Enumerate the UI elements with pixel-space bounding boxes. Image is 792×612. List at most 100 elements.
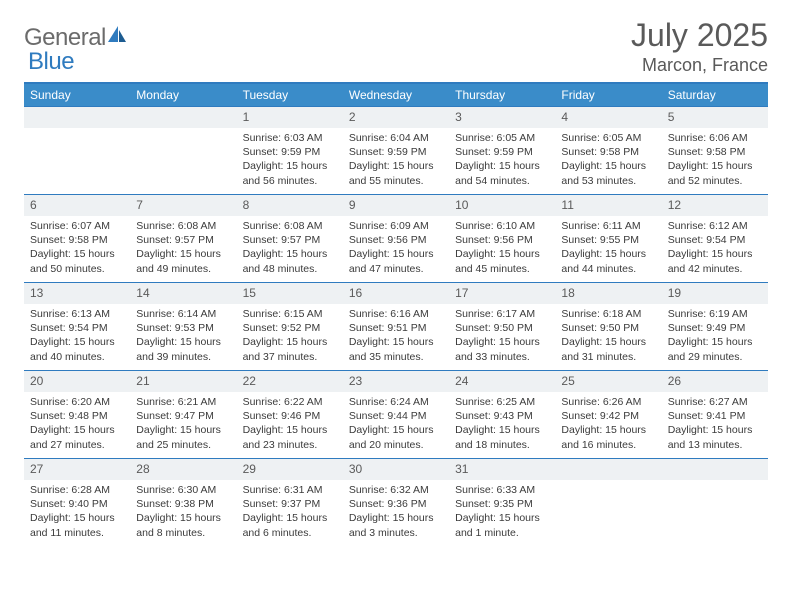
daylight-text: Daylight: 15 hours and 49 minutes. — [136, 247, 230, 275]
calendar-table: SundayMondayTuesdayWednesdayThursdayFrid… — [24, 82, 768, 547]
sunset-text: Sunset: 9:46 PM — [243, 409, 337, 423]
sunset-text: Sunset: 9:56 PM — [349, 233, 443, 247]
day-data: Sunrise: 6:19 AMSunset: 9:49 PMDaylight:… — [662, 304, 768, 368]
sunrise-text: Sunrise: 6:09 AM — [349, 219, 443, 233]
calendar-cell: 23Sunrise: 6:24 AMSunset: 9:44 PMDayligh… — [343, 371, 449, 459]
weekday-header: Monday — [130, 83, 236, 107]
sunset-text: Sunset: 9:54 PM — [30, 321, 124, 335]
daylight-text: Daylight: 15 hours and 37 minutes. — [243, 335, 337, 363]
day-data: Sunrise: 6:07 AMSunset: 9:58 PMDaylight:… — [24, 216, 130, 280]
weekday-header: Friday — [555, 83, 661, 107]
daylight-text: Daylight: 15 hours and 35 minutes. — [349, 335, 443, 363]
sunrise-text: Sunrise: 6:08 AM — [136, 219, 230, 233]
sunset-text: Sunset: 9:49 PM — [668, 321, 762, 335]
day-data: Sunrise: 6:25 AMSunset: 9:43 PMDaylight:… — [449, 392, 555, 456]
sunrise-text: Sunrise: 6:12 AM — [668, 219, 762, 233]
daylight-text: Daylight: 15 hours and 33 minutes. — [455, 335, 549, 363]
day-data: Sunrise: 6:24 AMSunset: 9:44 PMDaylight:… — [343, 392, 449, 456]
calendar-cell: 4Sunrise: 6:05 AMSunset: 9:58 PMDaylight… — [555, 107, 661, 195]
calendar-cell-empty — [130, 107, 236, 195]
day-number: 5 — [662, 107, 768, 128]
sunset-text: Sunset: 9:59 PM — [455, 145, 549, 159]
sunset-text: Sunset: 9:50 PM — [561, 321, 655, 335]
day-data: Sunrise: 6:13 AMSunset: 9:54 PMDaylight:… — [24, 304, 130, 368]
day-number: 28 — [130, 459, 236, 480]
day-number: 15 — [237, 283, 343, 304]
daylight-text: Daylight: 15 hours and 40 minutes. — [30, 335, 124, 363]
day-data: Sunrise: 6:20 AMSunset: 9:48 PMDaylight:… — [24, 392, 130, 456]
sunrise-text: Sunrise: 6:24 AM — [349, 395, 443, 409]
day-data: Sunrise: 6:30 AMSunset: 9:38 PMDaylight:… — [130, 480, 236, 544]
sunrise-text: Sunrise: 6:20 AM — [30, 395, 124, 409]
sunset-text: Sunset: 9:54 PM — [668, 233, 762, 247]
calendar-cell: 11Sunrise: 6:11 AMSunset: 9:55 PMDayligh… — [555, 195, 661, 283]
sunset-text: Sunset: 9:57 PM — [243, 233, 337, 247]
month-title: July 2025 — [631, 18, 768, 53]
sunset-text: Sunset: 9:59 PM — [243, 145, 337, 159]
day-data: Sunrise: 6:14 AMSunset: 9:53 PMDaylight:… — [130, 304, 236, 368]
day-data: Sunrise: 6:17 AMSunset: 9:50 PMDaylight:… — [449, 304, 555, 368]
day-data: Sunrise: 6:05 AMSunset: 9:58 PMDaylight:… — [555, 128, 661, 192]
day-number: 18 — [555, 283, 661, 304]
day-number: 31 — [449, 459, 555, 480]
day-number — [662, 459, 768, 480]
sunrise-text: Sunrise: 6:25 AM — [455, 395, 549, 409]
day-number: 27 — [24, 459, 130, 480]
sunset-text: Sunset: 9:35 PM — [455, 497, 549, 511]
calendar-cell: 10Sunrise: 6:10 AMSunset: 9:56 PMDayligh… — [449, 195, 555, 283]
sunset-text: Sunset: 9:37 PM — [243, 497, 337, 511]
sunset-text: Sunset: 9:38 PM — [136, 497, 230, 511]
calendar-cell: 26Sunrise: 6:27 AMSunset: 9:41 PMDayligh… — [662, 371, 768, 459]
calendar-cell: 27 Sunrise: 6:28 AMSunset: 9:40 PMDayligh… — [24, 459, 130, 547]
calendar-cell-empty — [555, 459, 661, 547]
day-number: 14 — [130, 283, 236, 304]
calendar-cell: 3Sunrise: 6:05 AMSunset: 9:59 PMDaylight… — [449, 107, 555, 195]
calendar-cell: 16Sunrise: 6:16 AMSunset: 9:51 PMDayligh… — [343, 283, 449, 371]
calendar-cell: 30Sunrise: 6:32 AMSunset: 9:36 PMDayligh… — [343, 459, 449, 547]
sunrise-text: Sunrise: 6:18 AM — [561, 307, 655, 321]
daylight-text: Daylight: 15 hours and 55 minutes. — [349, 159, 443, 187]
daylight-text: Daylight: 15 hours and 6 minutes. — [243, 511, 337, 539]
calendar-cell: 14Sunrise: 6:14 AMSunset: 9:53 PMDayligh… — [130, 283, 236, 371]
day-data: Sunrise: 6:15 AMSunset: 9:52 PMDaylight:… — [237, 304, 343, 368]
weekday-header: Saturday — [662, 83, 768, 107]
day-data: Sunrise: 6:06 AMSunset: 9:58 PMDaylight:… — [662, 128, 768, 192]
day-data: Sunrise: 6:27 AMSunset: 9:41 PMDaylight:… — [662, 392, 768, 456]
sunrise-text: Sunrise: 6:26 AM — [561, 395, 655, 409]
sunrise-text: Sunrise: 6:17 AM — [455, 307, 549, 321]
calendar-cell: 28Sunrise: 6:30 AMSunset: 9:38 PMDayligh… — [130, 459, 236, 547]
weekday-header: Wednesday — [343, 83, 449, 107]
day-data: Sunrise: 6:33 AMSunset: 9:35 PMDaylight:… — [449, 480, 555, 544]
day-number: 25 — [555, 371, 661, 392]
day-data: Sunrise: 6:10 AMSunset: 9:56 PMDaylight:… — [449, 216, 555, 280]
daylight-text: Daylight: 15 hours and 11 minutes. — [30, 511, 124, 539]
day-data: Sunrise: 6:05 AMSunset: 9:59 PMDaylight:… — [449, 128, 555, 192]
calendar-cell: 5Sunrise: 6:06 AMSunset: 9:58 PMDaylight… — [662, 107, 768, 195]
daylight-text: Daylight: 15 hours and 44 minutes. — [561, 247, 655, 275]
daylight-text: Daylight: 15 hours and 56 minutes. — [243, 159, 337, 187]
sunrise-text: Sunrise: 6:28 AM — [30, 483, 124, 497]
day-number: 26 — [662, 371, 768, 392]
day-number: 7 — [130, 195, 236, 216]
calendar-cell: 17Sunrise: 6:17 AMSunset: 9:50 PMDayligh… — [449, 283, 555, 371]
calendar-week-row: 20Sunrise: 6:20 AMSunset: 9:48 PMDayligh… — [24, 371, 768, 459]
calendar-cell: 20Sunrise: 6:20 AMSunset: 9:48 PMDayligh… — [24, 371, 130, 459]
calendar-cell: 8Sunrise: 6:08 AMSunset: 9:57 PMDaylight… — [237, 195, 343, 283]
sunset-text: Sunset: 9:36 PM — [349, 497, 443, 511]
sunset-text: Sunset: 9:40 PM — [30, 497, 124, 511]
day-number: 4 — [555, 107, 661, 128]
sunset-text: Sunset: 9:58 PM — [561, 145, 655, 159]
day-data: Sunrise: 6:21 AMSunset: 9:47 PMDaylight:… — [130, 392, 236, 456]
logo-text-blue: Blue — [28, 48, 74, 75]
sunrise-text: Sunrise: 6:07 AM — [30, 219, 124, 233]
calendar-week-row: 6Sunrise: 6:07 AMSunset: 9:58 PMDaylight… — [24, 195, 768, 283]
sunrise-text: Sunrise: 6:10 AM — [455, 219, 549, 233]
calendar-cell: 15Sunrise: 6:15 AMSunset: 9:52 PMDayligh… — [237, 283, 343, 371]
day-number: 17 — [449, 283, 555, 304]
daylight-text: Daylight: 15 hours and 23 minutes. — [243, 423, 337, 451]
calendar-cell: 12Sunrise: 6:12 AMSunset: 9:54 PMDayligh… — [662, 195, 768, 283]
calendar-cell: 19Sunrise: 6:19 AMSunset: 9:49 PMDayligh… — [662, 283, 768, 371]
calendar-cell: 9Sunrise: 6:09 AMSunset: 9:56 PMDaylight… — [343, 195, 449, 283]
daylight-text: Daylight: 15 hours and 27 minutes. — [30, 423, 124, 451]
day-data: Sunrise: 6:11 AMSunset: 9:55 PMDaylight:… — [555, 216, 661, 280]
